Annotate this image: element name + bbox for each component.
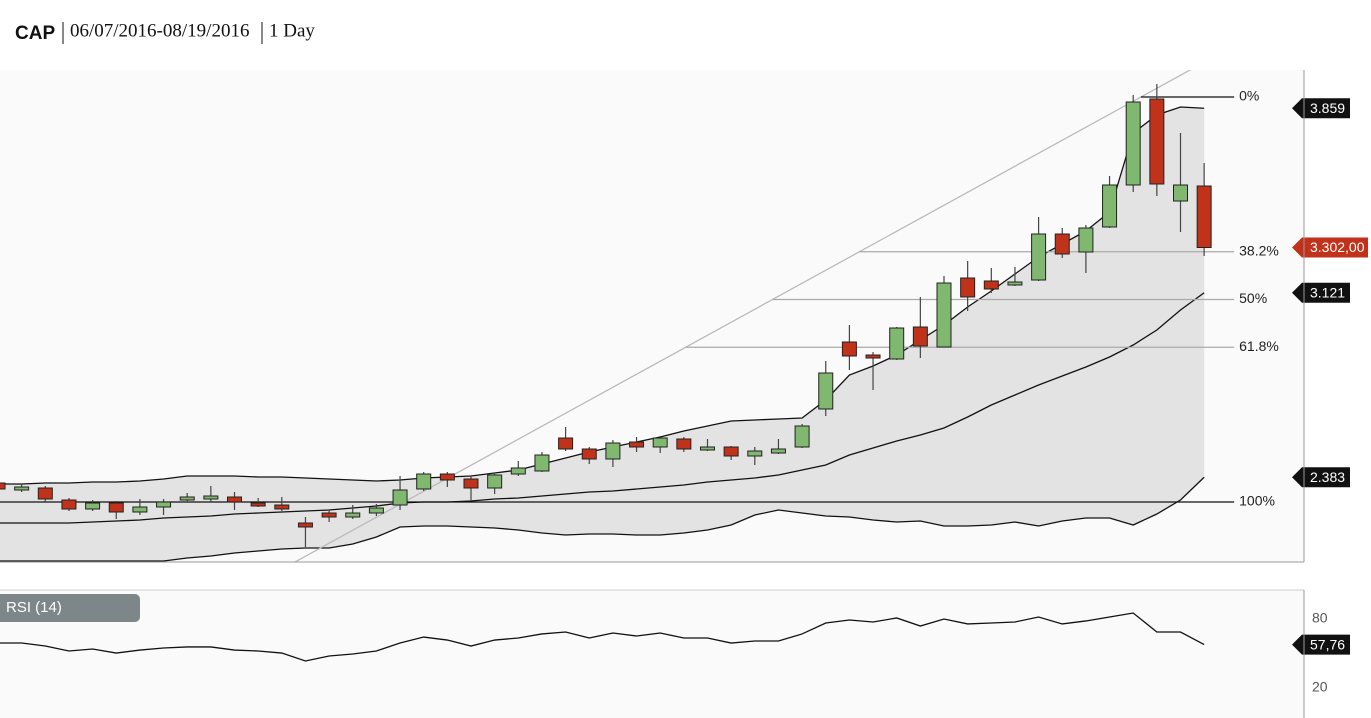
candle-body	[629, 441, 645, 448]
candle-body	[605, 442, 621, 460]
band-middle	[0, 292, 1205, 524]
candle-body	[818, 372, 834, 410]
candle-body	[700, 446, 715, 451]
price-tag	[1292, 282, 1350, 303]
fib-label: 50%	[1239, 290, 1267, 306]
candle-body	[1007, 281, 1023, 286]
rsi-title: RSI (14)	[6, 599, 62, 616]
candle-body	[487, 474, 503, 489]
fib-label: 38.2%	[1239, 242, 1279, 258]
rsi-tag-label: 57,76	[1310, 636, 1345, 652]
candle-body	[889, 327, 905, 360]
fib-label: 61.8%	[1239, 338, 1279, 354]
candle-body	[652, 437, 668, 448]
candle-body	[274, 504, 290, 510]
candle-body	[108, 502, 124, 513]
candle-body	[1173, 184, 1188, 202]
price-tag	[1292, 98, 1350, 119]
rsi-background	[0, 590, 1304, 718]
symbol: CAP	[15, 23, 55, 44]
candle-body	[132, 506, 148, 513]
candle-body	[865, 354, 881, 359]
candle-body	[368, 507, 384, 514]
candle-body	[1149, 98, 1165, 185]
price-tag-label: 2.383	[1310, 469, 1345, 485]
band-area	[0, 107, 1205, 561]
price-tag-label: 3.121	[1310, 284, 1345, 300]
candle-body	[0, 482, 6, 490]
candle-body	[936, 282, 952, 348]
candle-body	[676, 438, 692, 450]
candle-body	[510, 467, 526, 475]
interval: 1 Day	[269, 20, 315, 41]
candle-body	[463, 478, 479, 489]
candle-body	[794, 425, 810, 448]
candle-body	[227, 496, 242, 503]
candle-body	[558, 437, 574, 450]
candle-body	[203, 495, 219, 500]
candle-body	[14, 486, 30, 491]
price-tag	[1292, 237, 1368, 258]
trend-line	[293, 70, 1192, 562]
fib-label: 100%	[1239, 493, 1275, 509]
candle-body	[321, 512, 337, 518]
band-upper	[0, 106, 1205, 485]
rsi-title-box	[0, 594, 140, 622]
band-lower	[0, 476, 1205, 562]
fib-label: 0%	[1239, 88, 1259, 104]
candle-body	[960, 277, 976, 298]
candle-body	[747, 450, 763, 457]
candle-body	[581, 448, 597, 460]
rsi-tag	[1292, 634, 1350, 655]
candle-body	[1078, 227, 1094, 253]
rsi-tick-label: 80	[1312, 610, 1328, 626]
rsi-tick-label: 20	[1312, 679, 1328, 695]
candle-body	[534, 454, 550, 472]
candle-body	[250, 502, 266, 507]
candle-body	[1054, 233, 1070, 255]
plot	[0, 70, 1235, 562]
candle-body	[770, 448, 786, 454]
candle-body	[912, 326, 928, 347]
overlay: 0% 38.2% 50% 61.8% 100% 3.859 3.121 2.383 3.302,…	[0, 88, 1368, 695]
rsi-line	[0, 612, 1205, 662]
candle-body	[416, 473, 432, 490]
candle-body	[37, 487, 53, 500]
candle-body	[1102, 184, 1118, 228]
candle-body	[1196, 185, 1212, 248]
candle-body	[1031, 233, 1047, 281]
candle-body	[179, 496, 195, 501]
candle-body	[345, 512, 361, 518]
date-range: 06/07/2016-08/19/2016	[70, 20, 249, 41]
price-tag	[1292, 467, 1350, 488]
candle-body	[156, 501, 172, 508]
candle-body	[841, 341, 857, 357]
candle-body	[439, 473, 455, 481]
candle-body	[1125, 101, 1141, 186]
candle-body	[392, 489, 408, 506]
price-tag-label: 3.859	[1310, 100, 1345, 116]
candle-body	[297, 522, 313, 528]
price-tag-label: 3.302,00	[1310, 239, 1365, 255]
candle-body	[723, 446, 739, 457]
candle-body	[61, 499, 77, 510]
candle-body	[85, 502, 101, 510]
candle-body	[983, 280, 999, 290]
